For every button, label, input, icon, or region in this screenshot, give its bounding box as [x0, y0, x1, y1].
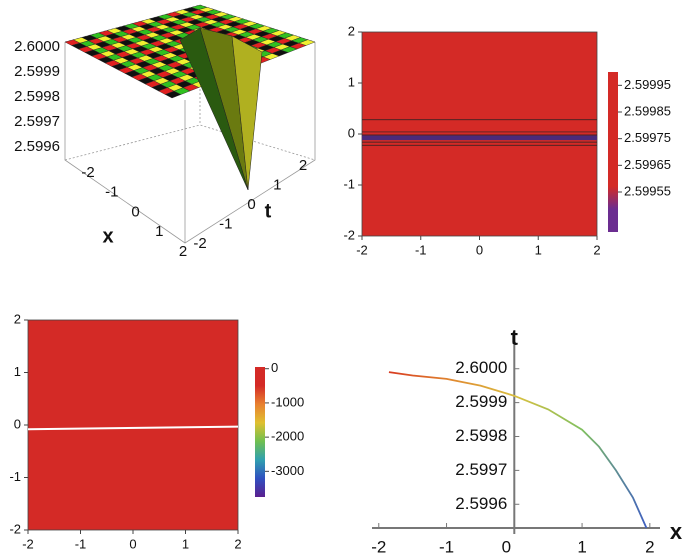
- y-tick-label: 2.5999: [455, 392, 507, 411]
- x-tick-label: -2: [22, 536, 34, 551]
- x-tick-label: -2: [356, 242, 368, 257]
- z-tick-label: 2.5997: [14, 113, 60, 130]
- x-tick-label: 2: [234, 536, 241, 551]
- x-tick-label: -2: [81, 164, 94, 181]
- colorbar-tick-label: 2.59995: [624, 77, 671, 92]
- surface-trough: [179, 27, 249, 191]
- contour-panel: -2 -1 0 1 2 -2 -1 0 1 2 2.59995 2.59985 2.59975 2.599…: [343, 23, 671, 257]
- x-tick-label: 0: [476, 242, 483, 257]
- x-axis-label: x: [670, 519, 683, 544]
- x-tick-label: 2: [645, 537, 654, 556]
- line: [388, 371, 648, 529]
- y-tick-label: 0: [348, 125, 355, 140]
- colorbar-tick-label: 2.59985: [624, 103, 671, 118]
- x-tick-label: 1: [577, 537, 586, 556]
- y-tick-label: 2.5998: [455, 426, 507, 445]
- z-tick-label: 2.5998: [14, 88, 60, 105]
- y-axis-label: t: [265, 200, 272, 222]
- y-tick-label: 0: [247, 196, 255, 213]
- colorbar-tick-label: -1000: [271, 394, 304, 409]
- y-tick-label: 2: [348, 23, 355, 38]
- colorbar: [608, 72, 618, 232]
- plot-area: [361, 31, 598, 237]
- x-tick-label: 2: [593, 242, 600, 257]
- y-tick-label: 2.5996: [455, 494, 507, 513]
- x-tick-label: -1: [439, 537, 454, 556]
- colorbar: [255, 367, 265, 497]
- x-tick-label: 0: [129, 536, 136, 551]
- surface-cell: [298, 39, 316, 46]
- y-tick-label: -1: [9, 469, 21, 484]
- y-tick-label: 2: [299, 157, 307, 174]
- x-tick-label: 0: [502, 537, 511, 556]
- y-tick-label: 0: [14, 416, 21, 431]
- x-tick-label: 1: [155, 223, 163, 240]
- x-tick-label: -1: [105, 184, 118, 201]
- x-tick-label: -1: [75, 536, 87, 551]
- x-tick-label: 2: [179, 243, 187, 260]
- x-axis-label: x: [102, 225, 113, 247]
- y-tick-label: 1: [14, 364, 21, 379]
- colorbar-tick-label: -3000: [271, 463, 304, 478]
- y-tick-label: 2.5997: [455, 460, 507, 479]
- x-tick-label: -1: [415, 242, 427, 257]
- x-tick-label: 1: [535, 242, 542, 257]
- x-tick-label: 0: [131, 203, 139, 220]
- y-tick-label: -1: [219, 215, 232, 232]
- band: [362, 135, 597, 141]
- plot-area: [27, 319, 239, 531]
- colorbar-tick-label: 2.59975: [624, 130, 671, 145]
- colorbar-tick-label: 0: [271, 360, 278, 375]
- y-tick-label: 1: [348, 74, 355, 89]
- x-tick-label: -2: [371, 537, 386, 556]
- surface-trough: [231, 35, 263, 191]
- z-tick-label: 2.5999: [14, 63, 60, 80]
- y-tick-label: -1: [343, 176, 355, 191]
- colorbar-tick-label: 2.59965: [624, 157, 671, 172]
- y-tick-label: -2: [343, 227, 355, 242]
- z-tick-label: 2.6000: [14, 38, 60, 55]
- y-tick-label: 1: [273, 176, 281, 193]
- y-tick-label: 2.6000: [455, 358, 507, 377]
- y-axis-label: t: [511, 325, 519, 350]
- y-tick-label: -2: [9, 521, 21, 536]
- line-panel: -2 -1 0 1 2 2.6000 2.5999 2.5998 2.5997 2.5996 t x: [371, 325, 683, 557]
- line: [27, 425, 239, 431]
- colorbar-tick-label: 2.59955: [624, 183, 671, 198]
- colorbar-tick-label: -2000: [271, 429, 304, 444]
- z-tick-label: 2.5996: [14, 138, 60, 155]
- density-panel: -2 -1 0 1 2 -2 -1 0 1 2 0 -1000 -2000 -3000: [9, 311, 304, 551]
- y-tick-label: -2: [193, 235, 206, 252]
- y-tick-label: 2: [14, 311, 21, 326]
- x-tick-label: 1: [182, 536, 189, 551]
